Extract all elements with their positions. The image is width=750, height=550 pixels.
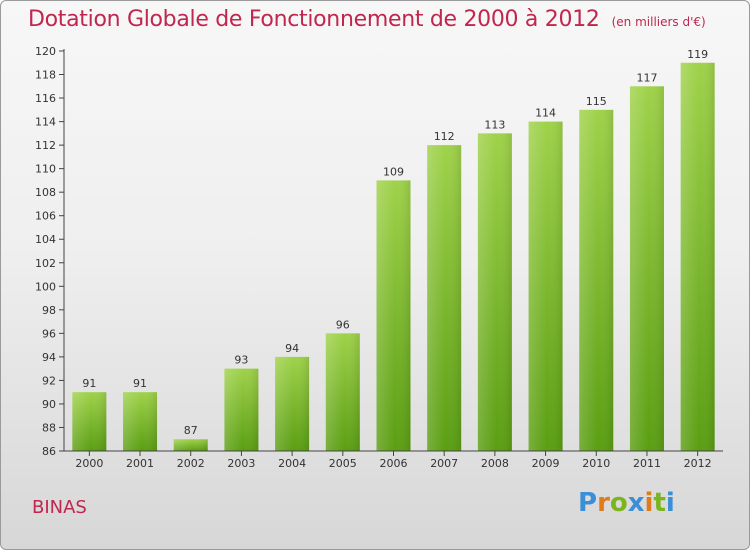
y-tick-label: 110 (35, 163, 56, 176)
bar-shade (173, 439, 208, 451)
y-tick-label: 100 (35, 280, 56, 293)
y-tick-label: 86 (42, 445, 56, 458)
y-tick-label: 116 (35, 92, 56, 105)
bars-group: 91 91 87 93 94 96 109 112 113 114 115 117 119 (72, 48, 715, 452)
x-tick-label: 2011 (633, 457, 661, 470)
bar-shade (528, 121, 563, 452)
bar-shade (325, 333, 360, 451)
y-tick-label: 88 (42, 421, 56, 434)
bar-value-label: 109 (383, 165, 404, 178)
y-tick-label: 112 (35, 139, 56, 152)
bar-value-label: 112 (434, 130, 455, 143)
bar-shade (275, 356, 310, 451)
bar-value-label: 115 (586, 95, 607, 108)
y-tick-label: 92 (42, 374, 56, 387)
y-tick-label: 106 (35, 210, 56, 223)
bar-shade (224, 368, 259, 451)
bar-value-label: 119 (687, 48, 708, 61)
commune-name: BINAS (32, 497, 87, 518)
logo-letter: r (597, 488, 610, 518)
x-axis: 2000 2001 2002 2003 2004 2005 2006 2007 2008 2009… (64, 450, 723, 470)
logo-letter: i (644, 488, 654, 518)
x-tick-label: 2006 (380, 457, 408, 470)
y-tick-label: 114 (35, 116, 56, 129)
bar-value-label: 94 (285, 342, 299, 355)
bar-shade (680, 62, 715, 451)
x-tick-label: 2008 (481, 457, 509, 470)
logo-letter: x (627, 488, 645, 518)
bar-shade (123, 392, 158, 451)
y-tick-label: 108 (35, 186, 56, 199)
x-tick-label: 2000 (75, 457, 103, 470)
bar-value-label: 91 (82, 377, 96, 390)
bar-shade (579, 109, 614, 451)
bar-shade (427, 145, 462, 451)
x-tick-label: 2001 (126, 457, 154, 470)
y-tick-label: 118 (35, 69, 56, 82)
y-tick-label: 120 (35, 45, 56, 58)
x-tick-label: 2012 (684, 457, 712, 470)
proxiti-logo: Proxiti (578, 488, 675, 518)
logo-letter: P (578, 488, 598, 518)
x-tick-label: 2005 (329, 457, 357, 470)
bar-value-label: 93 (234, 354, 248, 367)
y-axis: 86 88 90 92 94 96 98 100 102 104 106 108 110 112 114 11… (35, 45, 65, 458)
chart-title: Dotation Globale de Fonctionnement de 20… (28, 7, 706, 32)
y-tick-label: 94 (42, 351, 56, 364)
logo-letter: t (653, 488, 666, 518)
y-tick-label: 98 (42, 304, 56, 317)
bar-value-label: 91 (133, 377, 147, 390)
y-tick-label: 90 (42, 398, 56, 411)
chart-title-text: Dotation Globale de Fonctionnement de 20… (28, 7, 600, 32)
bar-value-label: 96 (336, 318, 350, 331)
x-tick-label: 2009 (532, 457, 560, 470)
x-tick-label: 2007 (430, 457, 458, 470)
x-tick-label: 2010 (582, 457, 610, 470)
bar-value-label: 87 (184, 424, 198, 437)
bar-shade (477, 133, 512, 451)
bar-shade (376, 180, 411, 452)
chart-subtitle: (en milliers d'€) (611, 15, 706, 29)
logo-letter: i (665, 488, 675, 518)
x-tick-label: 2004 (278, 457, 306, 470)
logo-letter: o (609, 488, 628, 518)
x-tick-label: 2003 (227, 457, 255, 470)
y-tick-label: 96 (42, 327, 56, 340)
y-tick-label: 102 (35, 257, 56, 270)
x-tick-label: 2002 (177, 457, 205, 470)
bar-value-label: 113 (484, 118, 505, 131)
y-tick-label: 104 (35, 233, 56, 246)
bar-shade (629, 86, 664, 451)
bar-value-label: 117 (636, 71, 657, 84)
bar-value-label: 114 (535, 107, 556, 120)
bar-shade (72, 392, 107, 451)
